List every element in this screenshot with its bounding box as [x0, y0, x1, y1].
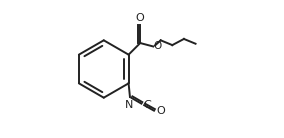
Text: C: C	[144, 99, 151, 110]
Text: O: O	[154, 41, 162, 51]
Text: O: O	[136, 13, 145, 22]
Text: O: O	[156, 106, 165, 116]
Text: N: N	[124, 100, 133, 110]
